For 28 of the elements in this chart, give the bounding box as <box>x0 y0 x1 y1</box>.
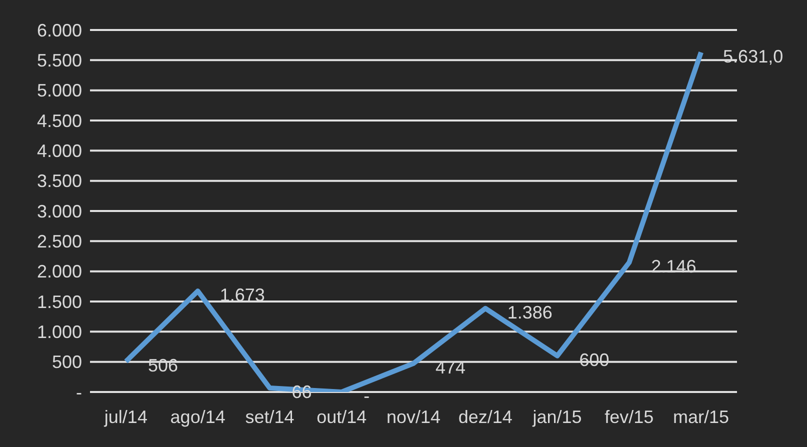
y-tick-label: 500 <box>52 352 82 372</box>
y-tick-label: 1.500 <box>36 292 82 312</box>
x-tick-label: dez/14 <box>458 406 512 427</box>
y-tick-label: 2.000 <box>36 262 82 282</box>
x-tick-label: jul/14 <box>103 406 148 427</box>
y-tick-label: 4.500 <box>36 110 82 131</box>
x-tick-label: nov/14 <box>386 406 441 427</box>
data-label: - <box>364 386 370 406</box>
y-tick-label: 1.000 <box>36 322 82 342</box>
data-label: 474 <box>436 357 466 378</box>
y-tick-label: 6.000 <box>36 20 82 40</box>
x-tick-label: mar/15 <box>673 406 730 427</box>
y-tick-label: 4.000 <box>36 141 82 162</box>
data-label: 5.631,0 <box>723 46 784 66</box>
x-tick-label: set/14 <box>245 406 294 427</box>
x-tick-label: ago/14 <box>170 406 226 427</box>
data-label: 1.673 <box>220 285 265 306</box>
y-tick-label: 2.500 <box>36 232 82 252</box>
data-label: 66 <box>292 382 312 402</box>
y-tick-label: 3.000 <box>36 201 82 222</box>
x-tick-label: jan/15 <box>532 406 582 427</box>
x-tick-label: out/14 <box>316 406 367 427</box>
x-tick-label: fev/15 <box>604 406 654 427</box>
y-tick-label: 5.000 <box>36 80 82 101</box>
y-tick-label: 5.500 <box>36 50 82 71</box>
y-tick-label: 3.500 <box>36 171 82 192</box>
y-tick-label: - <box>76 382 82 402</box>
data-label: 1.386 <box>507 302 552 322</box>
